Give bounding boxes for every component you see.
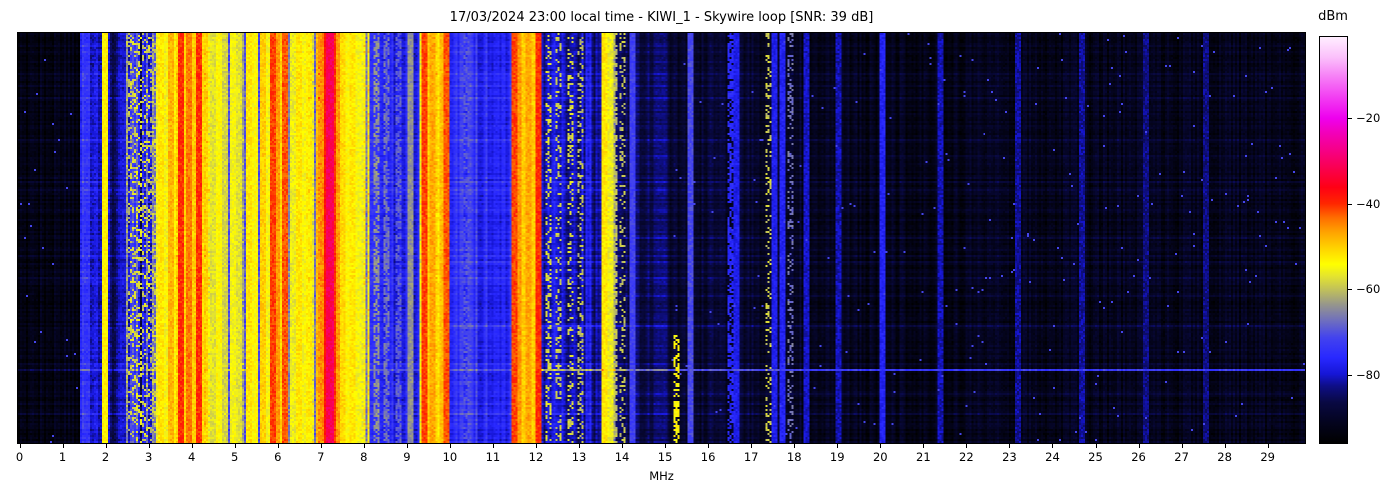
x-tick-mark	[1052, 444, 1054, 448]
x-tick-label: 22	[959, 450, 974, 464]
x-tick-label: 3	[144, 450, 153, 464]
x-tick-mark	[105, 444, 107, 448]
colorbar	[1320, 37, 1347, 443]
colorbar-tick-mark	[1348, 203, 1352, 205]
x-tick-mark	[234, 444, 236, 448]
x-tick-mark	[19, 444, 21, 448]
colorbar-label: dBm	[1318, 9, 1348, 24]
x-tick-mark	[665, 444, 667, 448]
x-axis-label: MHz	[649, 469, 674, 483]
x-tick-mark	[1138, 444, 1140, 448]
x-tick-label: 5	[231, 450, 239, 464]
x-tick-mark	[622, 444, 624, 448]
x-tick-label: 10	[442, 450, 458, 464]
x-tick-mark	[1095, 444, 1097, 448]
x-tick-mark	[535, 444, 537, 448]
x-tick-mark	[1181, 444, 1183, 448]
x-tick-label: 2	[101, 450, 110, 464]
x-tick-mark	[363, 444, 365, 448]
x-tick-label: 23	[1002, 450, 1017, 464]
x-tick-label: 12	[528, 450, 544, 464]
x-tick-mark	[449, 444, 451, 448]
x-tick-label: 26	[1131, 450, 1146, 464]
x-tick-mark	[1224, 444, 1226, 448]
colorbar-tick-mark	[1348, 374, 1352, 376]
colorbar-tick-mark	[1348, 289, 1352, 291]
x-tick-label: 24	[1045, 450, 1060, 464]
x-tick-mark	[880, 444, 882, 448]
colorbar-tick-label: −60	[1356, 282, 1381, 297]
x-tick-label: 20	[872, 450, 888, 464]
x-tick-mark	[1009, 444, 1011, 448]
x-tick-label: 17	[743, 450, 759, 464]
x-tick-mark	[966, 444, 968, 448]
x-tick-mark	[62, 444, 64, 448]
x-tick-label: 1	[58, 450, 67, 464]
x-tick-label: 7	[317, 450, 325, 464]
x-tick-label: 28	[1217, 450, 1232, 464]
colorbar-tick-label: −20	[1356, 111, 1381, 126]
x-tick-label: 14	[614, 450, 630, 464]
x-tick-label: 19	[829, 450, 845, 464]
x-tick-mark	[794, 444, 796, 448]
colorbar-tick-label: −40	[1356, 196, 1381, 211]
x-tick-mark	[492, 444, 494, 448]
x-tick-label: 25	[1088, 450, 1103, 464]
x-tick-label: 11	[485, 450, 501, 464]
x-tick-label: 15	[657, 450, 673, 464]
x-tick-label: 29	[1260, 450, 1275, 464]
x-tick-label: 4	[187, 450, 196, 464]
chart-title: 17/03/2024 23:00 local time - KIWI_1 - S…	[449, 10, 874, 25]
x-tick-mark	[191, 444, 193, 448]
x-tick-label: 8	[360, 450, 368, 464]
x-tick-label: 6	[274, 450, 282, 464]
x-tick-label: 27	[1174, 450, 1189, 464]
colorbar-tick-label: −80	[1356, 367, 1381, 382]
x-tick-mark	[923, 444, 925, 448]
x-tick-mark	[751, 444, 753, 448]
x-tick-mark	[837, 444, 839, 448]
x-tick-label: 21	[916, 450, 931, 464]
x-tick-mark	[277, 444, 279, 448]
x-tick-label: 16	[700, 450, 716, 464]
x-tick-label: 0	[15, 450, 24, 464]
x-tick-mark	[579, 444, 581, 448]
x-tick-mark	[1267, 444, 1269, 448]
x-tick-mark	[406, 444, 408, 448]
x-tick-mark	[148, 444, 150, 448]
x-tick-label: 13	[571, 450, 587, 464]
x-tick-label: 18	[786, 450, 802, 464]
x-tick-mark	[708, 444, 710, 448]
spectrogram-canvas	[18, 33, 1305, 443]
x-tick-label: 9	[403, 450, 411, 464]
x-tick-mark	[320, 444, 322, 448]
colorbar-tick-mark	[1348, 118, 1352, 120]
